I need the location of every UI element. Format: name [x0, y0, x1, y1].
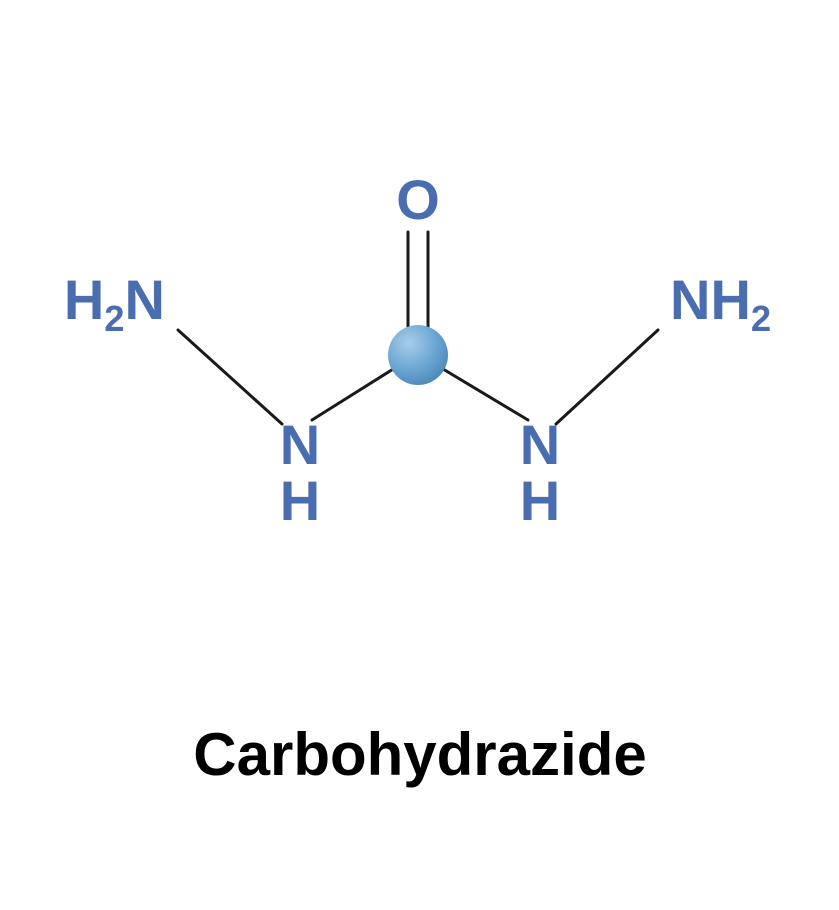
atom-nh2-right: NH2: [670, 272, 771, 338]
atom-h2n-left: H2N: [64, 272, 165, 338]
atom-n-right: NH: [520, 417, 560, 529]
atom-oxygen: O: [396, 172, 440, 228]
compound-title: Carbohydrazide: [193, 720, 646, 789]
molecule-diagram: O NH NH H2N NH2 Carbohydrazide: [0, 0, 839, 910]
central-carbon-sphere: [388, 325, 448, 385]
atom-n-left: NH: [280, 417, 320, 529]
